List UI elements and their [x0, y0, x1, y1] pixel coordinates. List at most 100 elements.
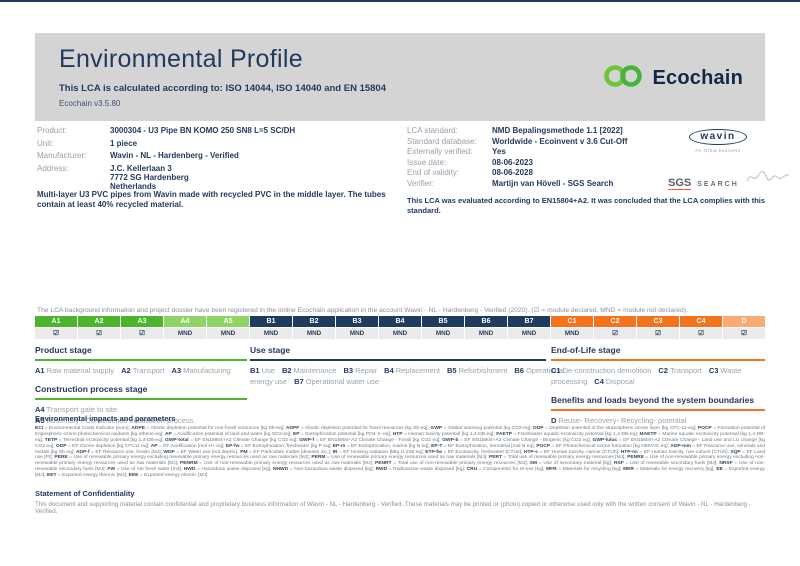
wavin-logo-text: wavin — [689, 129, 747, 145]
module-header-cell: B5 — [422, 316, 464, 327]
info-value: J.C. Kellerlaan 3 7772 SG Hardenberg Net… — [110, 163, 189, 191]
lca-standards-subtitle: This LCA is calculated according to: ISO… — [59, 83, 386, 94]
info-label: Standard database: — [407, 136, 477, 146]
info-value: Worldwide - Ecoinvent v 3.6 Cut-Off — [492, 136, 628, 146]
module-header-cell: C2 — [594, 316, 636, 327]
confidentiality-text: This document and supporting material co… — [35, 501, 751, 515]
module-status-cell: MND — [164, 328, 206, 339]
impact-definition: TETP = Terrestrial ecotoxicity potential… — [45, 438, 165, 443]
impact-definition: GWP-b = EF EN15804+A2 Climate Change - B… — [442, 438, 592, 443]
sgs-search-text: SEARCH — [697, 181, 739, 188]
info-value: 1 piece — [110, 138, 138, 148]
impact-definition: HTP-c = EF Human toxicity, cancer [CTUh] — [524, 450, 621, 455]
impact-definition: HTP-nc = EF Human toxicity, non-cancer [… — [621, 450, 731, 455]
lca-info-row: Externally verified: Yes — [407, 147, 687, 156]
stage-item: C3 Waste processing — [551, 366, 742, 386]
info-label: Address: — [37, 163, 69, 173]
info-label: Verifier: — [407, 178, 435, 188]
module-header-cell: D — [723, 316, 765, 327]
module-header-cell: B1 — [250, 316, 292, 327]
module-header-cell: C4 — [680, 316, 722, 327]
stage-item: B3 Repair — [343, 366, 378, 375]
stage-item: A5 Assembly / Construction installation p… — [35, 415, 194, 425]
impact-definition: HTP = Human toxicity potential [kg 1,4-D… — [393, 432, 497, 437]
info-value: 08-06-2028 — [492, 168, 533, 178]
info-label: Product: — [37, 126, 67, 135]
ecochain-infinity-icon — [601, 63, 645, 94]
module-header-cell: A5 — [207, 316, 249, 327]
impact-definition: ODP = EF Ozone depletion [kg CFC11 eq] — [56, 444, 151, 449]
impact-definition: NHWD = Non-hazardous waste disposed [kg] — [273, 467, 376, 472]
impact-definition: HWD = Hazardous waste disposed [kg] — [184, 467, 273, 472]
product-stage-column: Product stage A1 Raw material supply A2 Tra… — [35, 345, 247, 427]
info-value: Yes — [492, 147, 506, 157]
impact-definition: GWP = Global warming potential [kg CO2-e… — [430, 426, 532, 431]
info-label: Unit: — [37, 138, 54, 148]
impact-definition: IR = EF Ionising radiation [kBq U-235 eq… — [333, 450, 426, 455]
stage-item: A4 Transport gate to site — [35, 404, 118, 414]
end-of-life-stage-title: End-of-Life stage — [551, 345, 765, 361]
wavin-logo: wavin An Orbia business — [686, 126, 750, 153]
top-divider — [0, 0, 800, 2]
lca-info-row: LCA standard: NMD Bepalingsmethode 1.1 [… — [407, 126, 687, 135]
module-status-cell: MND — [465, 328, 507, 339]
evaluation-note: This LCA was evaluated according to EN15… — [407, 196, 766, 215]
impact-definition: AP = EF Acidification [mol H+ eq] — [151, 444, 226, 449]
module-status-row: ☑ ☑ ☑ MND MND MND MND MND MND MND MND MND MND ☑ ☑ ☑ ☑ — [35, 328, 765, 339]
impact-definition: ETP-fw = EF Ecotoxicity, freshwater [CTU… — [425, 450, 524, 455]
lca-info-row: Issue date: 08-06-2023 — [407, 158, 687, 167]
product-info-row: Manufacturer: Wavin - NL - Hardenberg - … — [37, 151, 397, 160]
product-info-row: Product: 3000304 - U3 Pipe BN KOMO 250 S… — [37, 126, 397, 135]
impact-definition: ADPE = Abiotic depletion potential for n… — [131, 426, 286, 431]
impact-definition: ODP = Depletion potential of the stratos… — [533, 426, 698, 431]
impact-definition: EP-T = EF Eutrophication, terrestrial [m… — [431, 444, 536, 449]
impact-definition: EET = Exported energy thermic [MJ] — [47, 473, 129, 478]
impact-definition: GWP-f = EF EN15804+A2 Climate Change - F… — [299, 438, 442, 443]
impact-definition: EP-fw = EF Eutrophication, freshwater [k… — [226, 444, 333, 449]
module-header-cell: B2 — [293, 316, 335, 327]
sgs-search-logo: SGS SEARCH — [668, 169, 791, 190]
stage-item: C1 De-construction demolition — [551, 366, 652, 375]
use-stage-items: B1 Use B2 Maintenance B3 Repair B4 Replacement B… — [250, 366, 565, 388]
impact-definition: ADP-f = EF Resource use, fossils [MJ] — [76, 450, 163, 455]
ecochain-logo-text: Ecochain — [652, 67, 743, 89]
module-header-cell: A3 — [121, 316, 163, 327]
construction-stage-title: Construction process stage — [35, 384, 247, 400]
benefits-stage-items: D Reuse- Recovery- Recycling- potential — [551, 416, 765, 427]
stage-item: B6 Operational energy use — [250, 366, 565, 386]
stage-item: B2 Maintenance — [281, 366, 337, 375]
confidentiality-section: Statement of Confidentiality This docume… — [35, 489, 765, 515]
end-of-life-stage-column: End-of-Life stage C1 De-construction demo… — [551, 345, 765, 427]
app-version: Ecochain v3.5.80 — [59, 99, 121, 108]
stage-item: C4 Disposal — [594, 376, 635, 386]
impact-definition: ADPF = Abiotic depletion potential for f… — [286, 426, 430, 431]
registration-note: The LCA background information and proje… — [37, 307, 688, 314]
info-value: NMD Bepalingsmethode 1.1 [2022] — [492, 126, 623, 135]
impact-definition: FW = Use of net fresh water [m3] — [107, 467, 183, 472]
impact-definition: WDP = EF Water use [m3 depriv.] — [163, 450, 240, 455]
impact-definition: CRU = Components for re-use [kg] — [467, 467, 546, 472]
construction-stage-items: A4 Transport gate to site A5 Assembly / Con… — [35, 405, 247, 427]
module-header-row: A1 A2 A3 A4 A5 B1 B2 B3 B4 B5 B6 B7 C1 C2 C3 C4 D — [35, 316, 765, 327]
module-header-cell: B7 — [508, 316, 550, 327]
lca-info-row: End of validity: 08-06-2028 — [407, 168, 687, 177]
impact-definition: PERT = Total use of renewable primary en… — [489, 455, 627, 460]
info-value: 08-06-2023 — [492, 157, 533, 167]
end-of-life-stage-items: C1 De-construction demolition C2 Transport C… — [551, 366, 765, 388]
impact-definition: PENRM = Use of non-renewable primary ene… — [180, 461, 375, 466]
impact-definition: MER = Materials for energy recovery [kg] — [623, 467, 716, 472]
impact-definition: EP = Eutrophication potential [kg PO4 3-… — [293, 432, 393, 437]
impact-definition: PM = EF Particulate matter [disease inc.… — [240, 450, 332, 455]
info-label: Manufacturer: — [37, 151, 87, 160]
product-stage-items: A1 Raw material supply A2 Transport A3 Manufa… — [35, 366, 247, 377]
use-stage-title: Use stage — [250, 345, 546, 361]
module-header-cell: C3 — [637, 316, 679, 327]
impact-definition: SM = Use of secondary material [kg] — [530, 461, 614, 466]
info-value: 3000304 - U3 Pipe BN KOMO 250 SN8 L=5 SC… — [110, 126, 296, 135]
module-header-cell: A1 — [35, 316, 77, 327]
environmental-impacts-section: Environmental impacts and parameters ECI… — [35, 414, 765, 479]
module-status-cell: MND — [379, 328, 421, 339]
impact-definition: GWP-total = EF EN15804+A2 Climate Change… — [165, 438, 299, 443]
info-label: End of validity: — [407, 168, 460, 178]
